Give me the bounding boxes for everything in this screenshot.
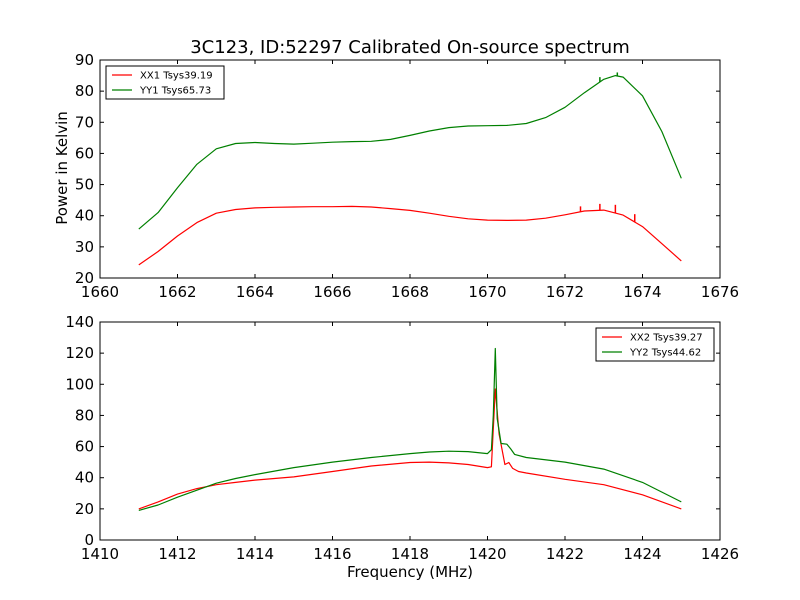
bottom-panel: 1410 1412 1414 1416 1418 1420 1422 1424 1426 0 20 4… [65,313,739,563]
series-line-1 [138,205,682,266]
y-tick-label: 60 [75,438,94,456]
series-line-1 [138,388,682,510]
legend-label: XX1 Tsys39.19 [140,71,213,82]
legend: XX1 Tsys39.19 YY1 Tsys65.73 [105,65,225,100]
y-tick-label: 30 [75,238,94,256]
series-line-2 [138,347,682,511]
x-tick-label: 1424 [623,545,661,563]
legend-box [105,65,225,100]
x-tick-label: 1420 [468,545,506,563]
y-tick-label: 20 [75,269,94,287]
x-tick-label: 1426 [701,545,739,563]
x-tick-label: 1660 [81,283,119,301]
x-tick-label: 1416 [313,545,351,563]
top-panel: 1660 1662 1664 1666 1668 1670 1672 1674 1676 20 30… [75,51,739,301]
y-tick-label: 70 [75,113,94,131]
y-tick-label: 140 [65,313,94,331]
x-tick-label: 1676 [701,283,739,301]
x-tick-label: 1414 [236,545,274,563]
y-tick-label: 80 [75,82,94,100]
y-tick-label: 80 [75,406,94,424]
x-tick-label: 1418 [391,545,429,563]
y-tick-label: 50 [75,176,94,194]
x-tick-label: 1662 [158,283,196,301]
y-tick-label: 120 [65,344,94,362]
chart-title: 3C123, ID:52297 Calibrated On-source spe… [190,37,630,58]
x-tick-label: 1666 [313,283,351,301]
y-tick-label: 40 [75,469,94,487]
y-axis-label: Power in Kelvin [53,111,71,225]
x-tick-label: 1668 [391,283,429,301]
legend: XX2 Tsys39.27 YY2 Tsys44.62 [595,327,715,362]
x-axis-label: Frequency (MHz) [347,563,473,581]
x-tick-label: 1674 [623,283,661,301]
legend-label: XX2 Tsys39.27 [630,333,703,344]
legend-label: YY2 Tsys44.62 [629,348,701,359]
y-tick-label: 90 [75,51,94,69]
x-tick-label: 1670 [468,283,506,301]
y-tick-label: 20 [75,500,94,518]
x-tick-label: 1672 [546,283,584,301]
legend-box [595,327,715,362]
x-tick-label: 1410 [81,545,119,563]
x-tick-label: 1422 [546,545,584,563]
legend-label: YY1 Tsys65.73 [139,86,211,97]
series-line-2 [138,74,682,230]
y-tick-label: 100 [65,375,94,393]
x-tick-label: 1412 [158,545,196,563]
y-tick-label: 60 [75,144,94,162]
y-tick-label: 0 [84,531,94,549]
y-tick-label: 40 [75,207,94,225]
x-tick-label: 1664 [236,283,274,301]
